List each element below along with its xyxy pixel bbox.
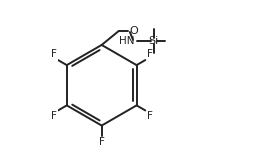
- Text: F: F: [50, 49, 56, 59]
- Text: F: F: [147, 111, 153, 121]
- Text: F: F: [50, 111, 56, 121]
- Text: Si: Si: [148, 36, 159, 46]
- Text: F: F: [147, 49, 153, 59]
- Text: HN: HN: [119, 36, 134, 46]
- Text: O: O: [130, 26, 138, 36]
- Text: F: F: [99, 137, 104, 148]
